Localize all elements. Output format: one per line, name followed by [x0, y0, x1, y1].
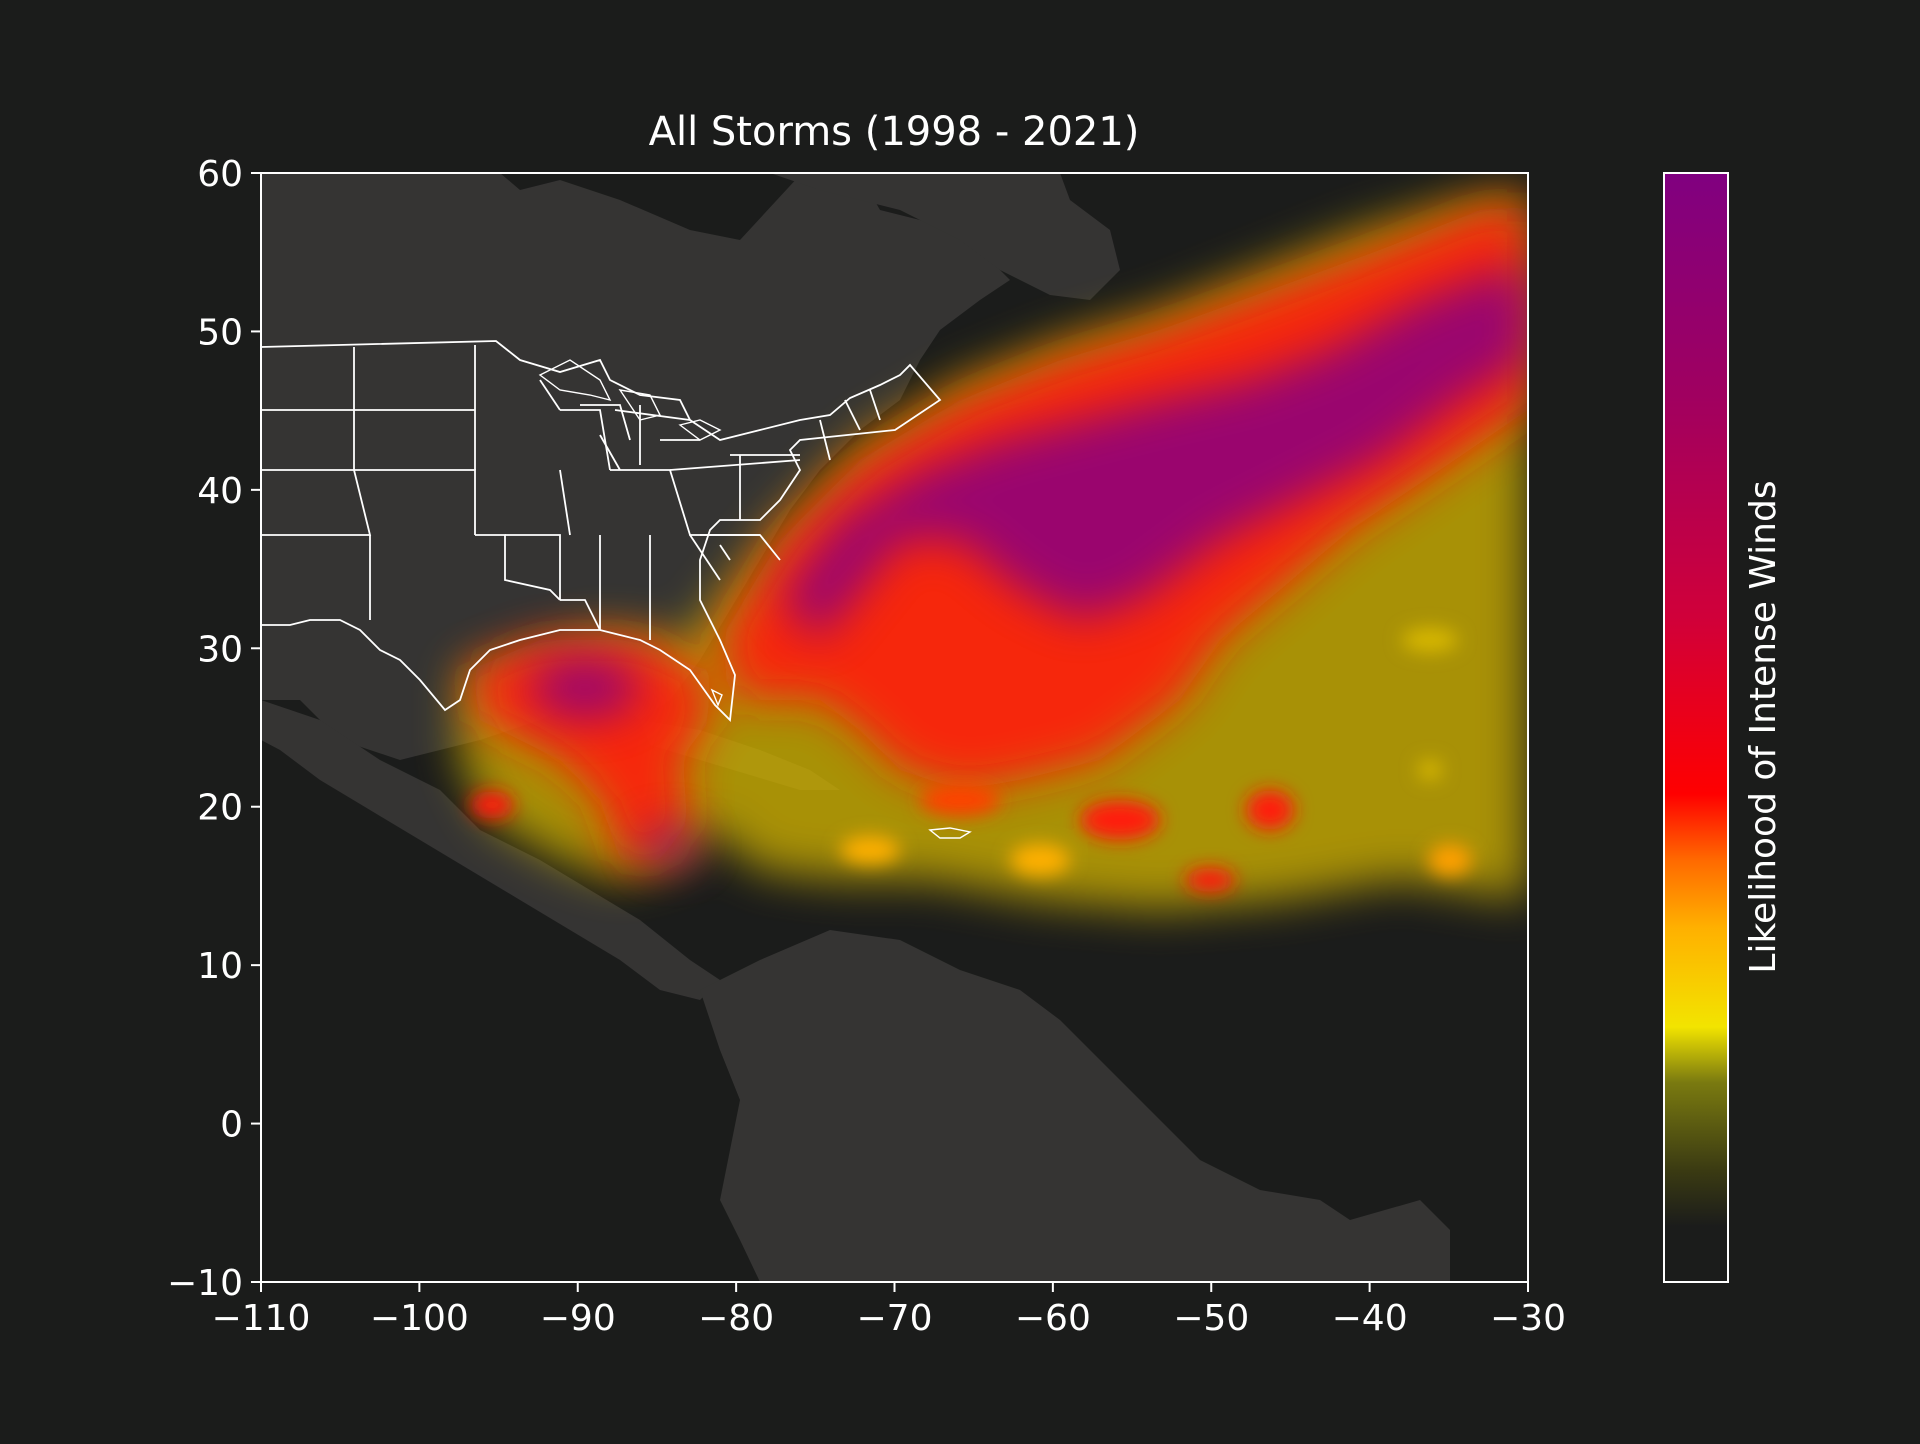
x-axis: −110 −100 −90 −80 −70 −60 −50 −40 −30 — [212, 1282, 1566, 1339]
greenland-land — [770, 173, 1120, 300]
y-axis: −10 0 10 20 30 40 50 60 — [167, 154, 261, 1304]
south-america-land — [700, 930, 1450, 1282]
heat-layer-spots — [470, 628, 1472, 892]
x-tick-label: −80 — [698, 1298, 774, 1339]
y-tick-label: 30 — [197, 629, 243, 670]
x-tick-label: −100 — [370, 1298, 469, 1339]
y-tick-label: 50 — [197, 312, 243, 353]
coast-details — [538, 359, 972, 839]
y-tick-label: 40 — [197, 471, 243, 512]
y-tick-label: 60 — [197, 154, 243, 195]
north-america-land — [261, 173, 1010, 760]
x-tick-label: −60 — [1015, 1298, 1091, 1339]
x-tick-label: −50 — [1173, 1298, 1249, 1339]
colorbar-label: Likelihood of Intense Winds — [1743, 480, 1784, 973]
colorbar-gradient — [1663, 172, 1729, 1283]
heat-layer-purple — [530, 270, 1528, 863]
y-tick-label: −10 — [167, 1263, 243, 1304]
map-area — [261, 173, 1528, 1282]
x-tick-label: −40 — [1332, 1298, 1408, 1339]
x-tick-label: −90 — [540, 1298, 616, 1339]
chart-title: All Storms (1998 - 2021) — [649, 109, 1140, 155]
x-tick-label: −30 — [1490, 1298, 1566, 1339]
y-tick-label: 20 — [197, 788, 243, 829]
x-tick-label: −110 — [212, 1298, 311, 1339]
x-tick-label: −70 — [857, 1298, 933, 1339]
colorbar: Likelihood of Intense Winds — [1663, 172, 1784, 1283]
y-tick-label: 0 — [220, 1105, 243, 1146]
central-america-land — [261, 700, 720, 1000]
us-state-borders — [261, 340, 942, 722]
y-tick-label: 10 — [197, 946, 243, 987]
